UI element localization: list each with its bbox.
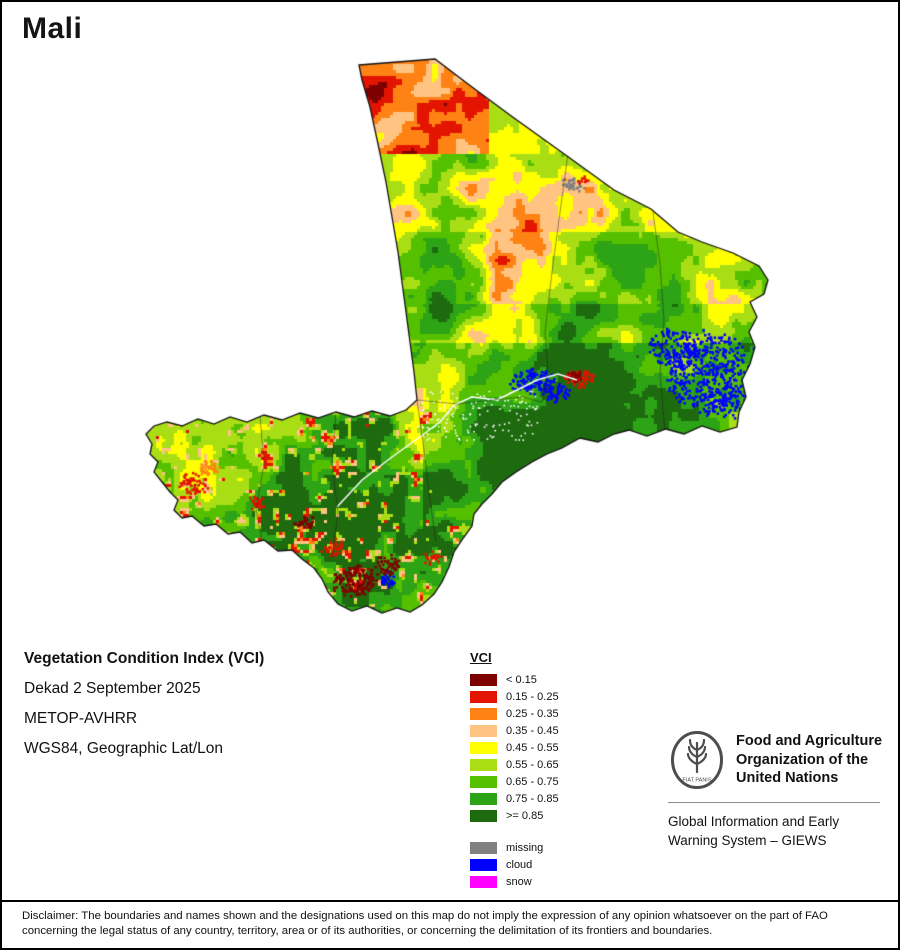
map-info-block: Vegetation Condition Index (VCI) Dekad 2… [24,648,264,768]
map-sensor: METOP-AVHRR [24,710,138,727]
wheat-icon [686,738,708,774]
legend-label: 0.25 - 0.35 [506,707,559,720]
giews-program-name: Global Information and Early Warning Sys… [668,814,840,848]
legend-item: 0.55 - 0.65 [470,756,559,773]
legend-swatch [470,741,497,754]
fao-logo: FIAT PANIS [671,731,723,789]
legend-extra-list: missing cloud snow [470,839,559,890]
fao-branding-top: FIAT PANIS Food and Agriculture Organiza… [668,730,890,790]
legend-label: cloud [506,858,533,871]
legend-label: 0.45 - 0.55 [506,741,559,754]
legend-item: 0.45 - 0.55 [470,739,559,756]
legend-label: 0.75 - 0.85 [506,792,559,805]
legend-item: >= 0.85 [470,807,559,824]
fao-org-name: Food and Agriculture Organization of the… [736,733,883,786]
legend-swatch [470,875,497,888]
legend-swatch [470,690,497,703]
legend-swatch [470,673,497,686]
legend-label: 0.15 - 0.25 [506,690,559,703]
map-projection: WGS84, Geographic Lat/Lon [24,740,224,757]
legend-label: 0.65 - 0.75 [506,775,559,788]
legend-item: cloud [470,856,559,873]
branding-divider [668,802,880,803]
legend-swatch [470,758,497,771]
legend-item: snow [470,873,559,890]
legend-label: < 0.15 [506,673,537,686]
legend-item: 0.35 - 0.45 [470,722,559,739]
legend-label: snow [506,875,532,888]
legend-swatch [470,841,497,854]
legend-swatch [470,775,497,788]
disclaimer-text: Disclaimer: The boundaries and names sho… [2,900,898,948]
fao-branding: FIAT PANIS Food and Agriculture Organiza… [668,730,890,850]
legend-swatch [470,809,497,822]
legend-item: missing [470,839,559,856]
legend-swatch [470,724,497,737]
legend-title: VCI [470,650,492,665]
legend-swatch [470,792,497,805]
legend-item: 0.15 - 0.25 [470,688,559,705]
page-title: Mali [22,12,83,45]
legend: VCI < 0.15 0.15 - 0.25 0.25 - 0.35 0.35 - 0… [470,650,559,890]
legend-item: 0.75 - 0.85 [470,790,559,807]
legend-label: >= 0.85 [506,809,544,822]
legend-swatch [470,858,497,871]
legend-vci-list: < 0.15 0.15 - 0.25 0.25 - 0.35 0.35 - 0.45 0… [470,671,559,824]
legend-label: 0.35 - 0.45 [506,724,559,737]
map-index-name: Vegetation Condition Index (VCI) [24,650,265,667]
legend-item: 0.65 - 0.75 [470,773,559,790]
legend-label: missing [506,841,544,854]
legend-item: 0.25 - 0.35 [470,705,559,722]
legend-swatch [470,707,497,720]
map-dekad-date: Dekad 2 September 2025 [24,680,201,697]
legend-item: < 0.15 [470,671,559,688]
fao-logo-motto: FIAT PANIS [682,778,711,784]
legend-label: 0.55 - 0.65 [506,758,559,771]
